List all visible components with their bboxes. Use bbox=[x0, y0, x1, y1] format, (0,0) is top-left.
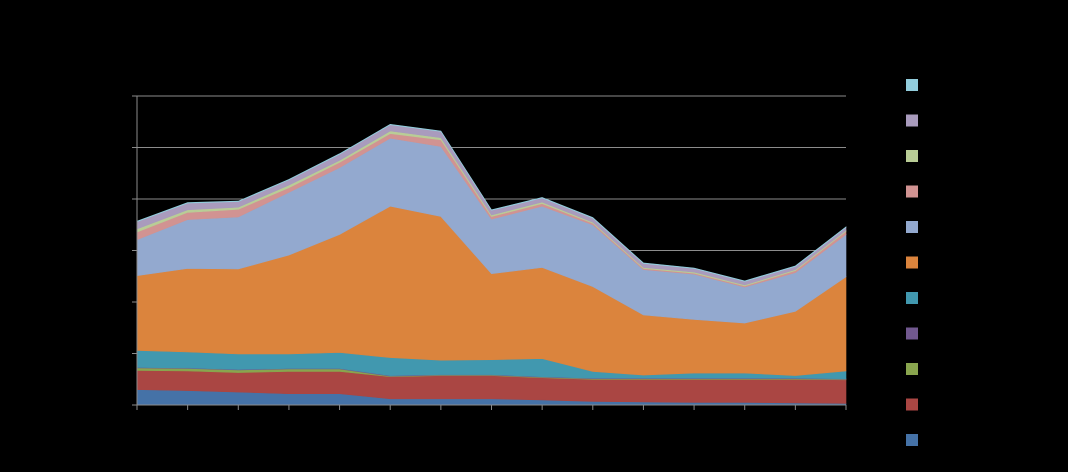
area-series-group bbox=[136, 123, 847, 406]
legend-swatch-9 bbox=[906, 150, 918, 162]
legend-swatch-8 bbox=[906, 185, 918, 198]
legend-swatch-5 bbox=[906, 292, 918, 304]
legend-swatch-3 bbox=[906, 363, 918, 375]
legend-swatch-11 bbox=[906, 79, 918, 91]
legend-swatch-7 bbox=[906, 221, 918, 233]
axes bbox=[132, 95, 847, 410]
legend-swatch-4 bbox=[906, 327, 918, 340]
legend-swatch-10 bbox=[906, 114, 918, 127]
legend-swatch-2 bbox=[906, 398, 918, 411]
legend-swatch-1 bbox=[906, 434, 918, 446]
legend bbox=[906, 79, 918, 446]
area-series-11 bbox=[136, 123, 847, 282]
legend-swatch-6 bbox=[906, 256, 918, 269]
